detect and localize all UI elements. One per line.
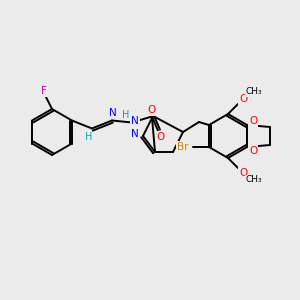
Text: H: H xyxy=(85,133,93,142)
Text: O: O xyxy=(249,146,257,156)
Text: O: O xyxy=(239,94,247,104)
Text: N: N xyxy=(109,109,117,118)
Text: CH₃: CH₃ xyxy=(246,88,262,97)
Text: O: O xyxy=(239,168,247,178)
Text: Br: Br xyxy=(177,142,189,152)
Text: N: N xyxy=(131,129,139,139)
Text: O: O xyxy=(148,105,156,115)
Text: O: O xyxy=(249,116,257,126)
Text: N: N xyxy=(131,116,139,127)
Text: H: H xyxy=(122,110,130,119)
Text: F: F xyxy=(41,86,47,96)
Text: O: O xyxy=(157,131,165,142)
Text: CH₃: CH₃ xyxy=(246,176,262,184)
